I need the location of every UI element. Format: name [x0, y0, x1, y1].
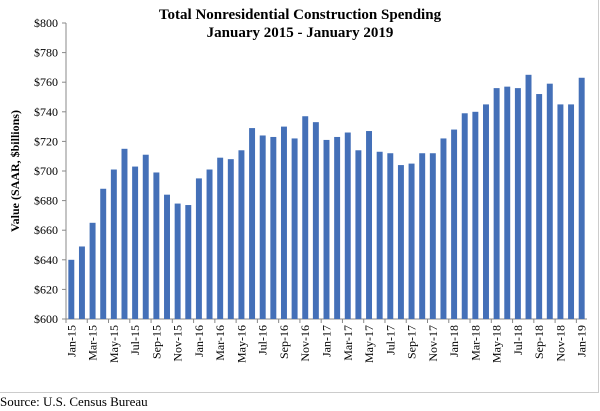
bar: Sep-17: 705 [408, 163, 415, 319]
chart-title-line-1: Total Nonresidential Construction Spendi… [158, 7, 442, 23]
bar: Dec-15: 677 [185, 205, 192, 319]
y-tick-label: $700 [34, 164, 58, 178]
y-tick-label: $620 [34, 282, 58, 296]
bar: Jul-17: 712 [387, 153, 394, 319]
bar: Feb-17: 723 [334, 136, 341, 319]
source-note: Source: U.S. Census Bureau [0, 394, 148, 409]
y-tick-label: $800 [34, 16, 58, 30]
bar: Jul-15: 703 [132, 166, 139, 319]
bar: Aug-15: 711 [142, 154, 149, 319]
bar: Mar-18: 740 [472, 111, 479, 319]
bar: Sep-18: 752 [536, 94, 543, 319]
bar: May-18: 756 [493, 88, 500, 320]
x-tick-label: Jan-18 [447, 325, 461, 357]
bar: Jun-18: 757 [504, 86, 511, 319]
bar: Jan-15: 640 [68, 259, 75, 319]
bar: Apr-15: 688 [100, 188, 107, 319]
y-tick-label: $740 [34, 105, 58, 119]
bar: Oct-17: 712 [419, 153, 426, 319]
x-tick-label: May-16 [234, 325, 248, 363]
bar: Aug-16: 723 [270, 136, 277, 319]
bar: Mar-17: 726 [344, 132, 351, 319]
bar: Dec-16: 733 [312, 122, 319, 319]
x-tick-label: Jul-18 [511, 325, 525, 355]
x-tick-label: Mar-15 [86, 325, 100, 361]
bar: Nov-17: 712 [429, 153, 436, 319]
x-tick-label: Nov-18 [553, 325, 567, 362]
bar-chart: $600 $620 $640 $660 $680 $700 $720 $740 $760 $780… [8, 16, 589, 363]
x-tick-label: Jul-17 [383, 325, 397, 355]
y-tick-label: $680 [34, 194, 58, 208]
bar: Nov-15: 678 [174, 203, 181, 319]
bar: Aug-18: 765 [525, 74, 532, 319]
bar: Jul-16: 724 [259, 135, 266, 319]
bar: Nov-18: 745 [557, 104, 564, 320]
x-tick-label: May-15 [107, 325, 121, 363]
bar: Oct-16: 722 [291, 138, 298, 319]
x-tick-label: May-18 [490, 325, 504, 363]
chart-title-line-2: January 2015 - January 2019 [206, 25, 394, 41]
bar: Oct-15: 684 [164, 194, 170, 319]
x-tick-label: Jan-16 [192, 325, 206, 357]
bar: Jan-19: 763 [578, 77, 585, 319]
bar: Feb-18: 739 [461, 113, 468, 319]
bar: Sep-16: 730 [280, 126, 287, 319]
y-tick-label: $720 [34, 134, 58, 148]
x-tick-label: Jan-15 [64, 325, 78, 357]
bar: May-17: 727 [366, 131, 373, 319]
bar: Aug-17: 704 [397, 165, 404, 319]
bar: Dec-18: 745 [568, 104, 575, 320]
x-tick-label: Sep-16 [277, 325, 291, 359]
bar: Jan-18: 728 [451, 129, 458, 319]
bar: May-16: 714 [238, 150, 245, 319]
x-tick-label: Jan-19 [575, 325, 589, 357]
x-tick-label: Jan-17 [320, 325, 334, 357]
bar: Jan-17: 721 [323, 139, 330, 319]
x-tick-label: Mar-18 [468, 325, 482, 361]
x-tick-label: Sep-15 [149, 325, 163, 359]
x-tick-label: Nov-17 [426, 325, 440, 362]
bar: Jun-16: 729 [249, 128, 256, 319]
y-tick-label: $660 [34, 223, 58, 237]
x-tick-label: Jul-16 [256, 325, 270, 355]
y-tick-label: $760 [34, 75, 58, 89]
x-tick-label: Nov-16 [298, 325, 312, 362]
x-tick-label: Mar-17 [341, 325, 355, 361]
bar: Apr-17: 714 [355, 150, 362, 319]
bar: Dec-17: 722 [440, 138, 447, 319]
y-tick-label: $640 [34, 253, 58, 267]
bar: Sep-15: 699 [153, 172, 160, 319]
chart-title: Total Nonresidential Construction Spendi… [0, 6, 600, 42]
bar: Jun-15: 715 [121, 148, 128, 319]
bar: Oct-18: 759 [546, 83, 553, 320]
x-tick-label: May-17 [362, 325, 376, 363]
bar: Feb-16: 701 [206, 169, 213, 319]
chart-frame [0, 0, 599, 393]
bar: Feb-15: 649 [78, 246, 85, 319]
bar: May-15: 701 [110, 169, 117, 319]
bar: Apr-18: 745 [483, 104, 489, 320]
y-tick-label: $600 [34, 312, 58, 326]
x-tick-label: Jul-15 [128, 325, 142, 355]
x-tick-label: Mar-16 [213, 325, 227, 361]
x-tick-label: Nov-15 [171, 325, 185, 362]
bar: Mar-15: 665 [89, 222, 96, 319]
bar: Jan-16: 695 [195, 178, 202, 319]
bar: Jul-18: 756 [514, 88, 521, 320]
bar: Nov-16: 737 [302, 116, 309, 320]
x-tick-label: Sep-18 [532, 325, 546, 359]
bar: Apr-16: 708 [227, 159, 234, 319]
y-axis-label: Value (SAAR, $billions) [8, 110, 22, 232]
y-tick-label: $780 [34, 46, 58, 60]
x-tick-label: Sep-17 [405, 325, 419, 359]
bar: Mar-16: 709 [217, 157, 224, 319]
bar: Jun-17: 713 [376, 151, 383, 319]
